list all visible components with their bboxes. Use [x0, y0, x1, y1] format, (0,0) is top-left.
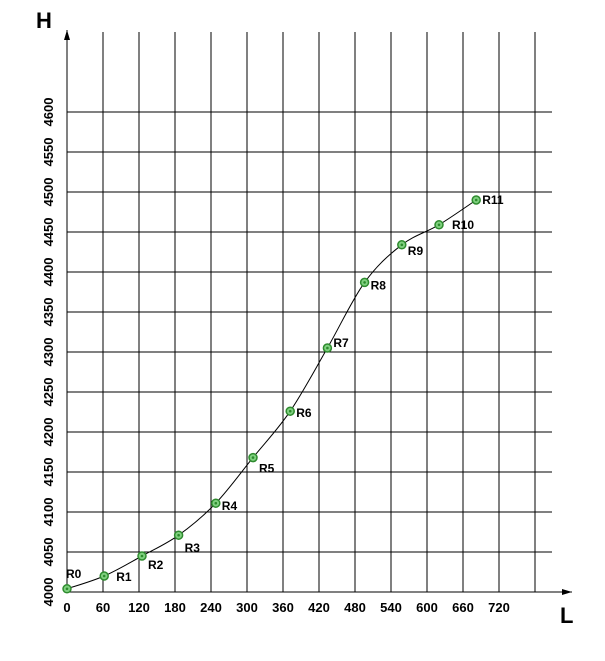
y-tick-label: 4350: [41, 298, 56, 327]
x-tick-label: 660: [452, 600, 474, 615]
data-point-center: [177, 533, 180, 537]
x-tick-label: 240: [200, 600, 222, 615]
x-tick-label: 120: [128, 600, 150, 615]
data-point-center: [214, 501, 218, 505]
x-tick-label: 300: [236, 600, 258, 615]
x-tick-label: 0: [63, 600, 70, 615]
y-tick-label: 4200: [41, 418, 56, 447]
y-tick-label: 4300: [41, 338, 56, 367]
data-point-label: R5: [259, 462, 275, 476]
series-curve: [66, 199, 477, 590]
data-points: [62, 195, 481, 594]
x-tick-label: 480: [344, 600, 366, 615]
tick-labels: 0 60 120 180 240 300 360 420 480 540 600 660 720 4000…: [41, 98, 510, 615]
data-point-label: R2: [148, 558, 164, 572]
data-point-label: R6: [296, 406, 312, 420]
data-point-label: R10: [452, 218, 474, 232]
y-tick-label: 4100: [41, 498, 56, 527]
x-tick-label: 420: [308, 600, 330, 615]
data-point-label: R1: [116, 570, 132, 584]
y-axis-arrow: [64, 30, 70, 40]
axes: [64, 30, 572, 595]
data-point-label: R9: [408, 244, 424, 258]
data-point-label: R0: [66, 567, 82, 581]
data-point-center: [102, 574, 106, 578]
data-point-center: [363, 281, 366, 284]
data-point-center: [65, 587, 69, 591]
data-point-center: [251, 456, 255, 459]
data-point-center: [140, 554, 144, 558]
x-tick-label: 720: [488, 600, 510, 615]
grid: [67, 32, 552, 592]
data-point-label: R7: [333, 336, 349, 350]
data-point-label: R11: [482, 193, 504, 207]
y-tick-label: 4400: [41, 258, 56, 287]
data-point-label: R8: [371, 278, 387, 292]
data-point-center: [400, 243, 404, 247]
x-axis-title: L: [560, 603, 573, 628]
y-axis-title: H: [36, 8, 52, 33]
data-point-center: [474, 198, 478, 202]
y-tick-label: 4500: [41, 178, 56, 207]
series-line: [66, 199, 477, 590]
y-tick-label: 4600: [41, 98, 56, 127]
x-tick-label: 600: [416, 600, 438, 615]
data-point-center: [437, 223, 441, 227]
y-tick-label: 4150: [41, 458, 56, 487]
x-tick-label: 540: [380, 600, 402, 615]
x-tick-label: 60: [96, 600, 110, 615]
x-tick-label: 360: [272, 600, 294, 615]
data-point-center: [288, 409, 292, 413]
point-labels: R0 R1 R2 R3 R4 R5 R6 R7 R8 R9 R10 R11: [66, 193, 504, 584]
y-tick-label: 4000: [41, 578, 56, 607]
y-tick-label: 4450: [41, 218, 56, 247]
data-point-label: R3: [185, 541, 201, 555]
y-tick-label: 4550: [41, 138, 56, 167]
y-tick-label: 4250: [41, 378, 56, 407]
data-point-center: [326, 346, 329, 350]
data-point-label: R4: [222, 499, 238, 513]
x-tick-label: 180: [164, 600, 186, 615]
x-axis-arrow: [562, 589, 572, 595]
y-tick-label: 4050: [41, 538, 56, 567]
